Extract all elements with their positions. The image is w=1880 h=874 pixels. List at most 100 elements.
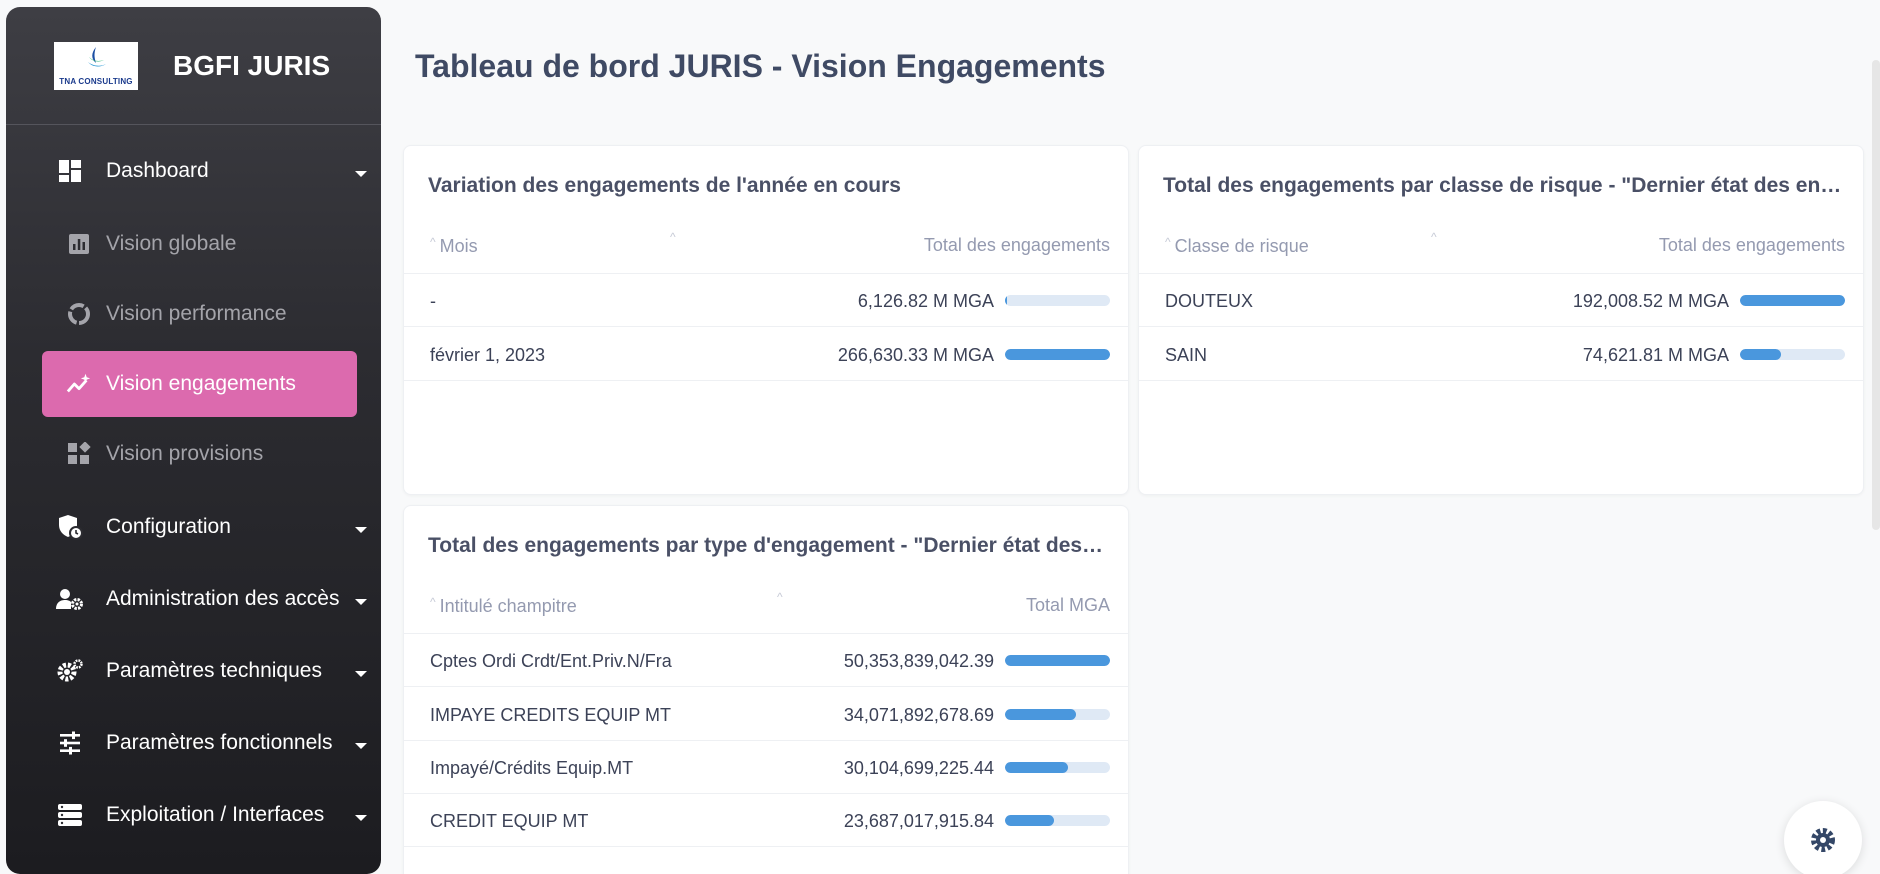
sidebar-item-vision-engagements[interactable]: Vision engagements [42, 351, 357, 417]
progress-fill [1005, 295, 1008, 306]
table-row[interactable]: IMPAYE CREDITS EQUIP MT 34,071,892,678.6… [404, 688, 1128, 741]
row-label: DOUTEUX [1165, 291, 1254, 311]
row-value: 23,687,017,915.84 [843, 811, 994, 831]
progress-bar [1740, 295, 1845, 306]
sort-up-icon[interactable]: ^ [1431, 230, 1437, 244]
chevron-down-icon [355, 527, 367, 533]
card-engagements-type: Total des engagements par type d'engagem… [403, 505, 1129, 874]
sort-up-icon: ^ [430, 234, 436, 249]
column-header-intitule[interactable]: ^ Intitulé champitre [430, 594, 577, 616]
table-row[interactable]: - 6,126.82 M MGA [404, 274, 1128, 327]
row-label: Cptes Ordi Crdt/Ent.Priv.N/Fra [430, 651, 672, 671]
settings-button[interactable] [1784, 801, 1862, 874]
row-value: 34,071,892,678.69 [843, 705, 994, 725]
column-header-classe-risque[interactable]: ^ Classe de risque [1165, 234, 1309, 256]
row-value: 6,126.82 M MGA [857, 291, 994, 311]
card-title[interactable]: Total des engagements par type d'engagem… [428, 534, 1104, 557]
progress-fill [1005, 349, 1110, 360]
sidebar-item-label: Vision engagements [106, 372, 296, 395]
sidebar-item-label: Paramètres fonctionnels [106, 731, 333, 754]
row-label: - [430, 291, 436, 311]
column-header-mois[interactable]: ^ Mois [430, 234, 478, 256]
progress-bar [1005, 762, 1110, 773]
sort-up-icon: ^ [430, 594, 436, 609]
sidebar-item-label: Configuration [106, 515, 231, 538]
sidebar-item-vision-performance[interactable]: Vision performance [42, 281, 357, 347]
table-row[interactable]: SAIN 74,621.81 M MGA [1139, 328, 1863, 381]
table-header: ^ Mois ^ Total des engagements [404, 218, 1128, 274]
sidebar-item-parametres-fonctionnels[interactable]: Paramètres fonctionnels [6, 707, 381, 779]
sidebar-item-administration-acces[interactable]: Administration des accès [6, 563, 381, 635]
progress-bar [1740, 349, 1845, 360]
sidebar-item-vision-provisions[interactable]: Vision provisions [42, 421, 357, 487]
sort-up-icon[interactable]: ^ [777, 590, 783, 604]
sidebar-item-label: Exploitation / Interfaces [106, 803, 325, 826]
trending-sparkle-icon [66, 371, 92, 397]
chevron-down-icon [355, 671, 367, 677]
sidebar-item-configuration[interactable]: Configuration [6, 491, 381, 563]
row-value: 30,104,699,225.44 [843, 758, 994, 778]
card-title[interactable]: Variation des engagements de l'année en … [428, 174, 901, 197]
column-header-total[interactable]: Total MGA [1025, 595, 1110, 615]
progress-bar [1005, 815, 1110, 826]
row-value: 50,353,839,042.39 [843, 651, 994, 671]
sort-up-icon[interactable]: ^ [670, 230, 676, 244]
chevron-down-icon [355, 599, 367, 605]
gear-icon [1811, 828, 1835, 852]
gears-icon [56, 657, 84, 685]
progress-fill [1005, 762, 1068, 773]
progress-bar [1005, 709, 1110, 720]
sidebar-nav: Dashboard Vision globale Vision performa… [6, 125, 381, 851]
sidebar-item-label: Vision performance [106, 302, 287, 325]
card-variation-engagements: Variation des engagements de l'année en … [403, 145, 1129, 495]
logo-text: TNA CONSULTING [59, 76, 133, 86]
table-row[interactable]: CREDIT EQUIP MT 23,687,017,915.84 [404, 794, 1128, 847]
row-label: CREDIT EQUIP MT [430, 811, 589, 831]
chevron-down-icon [355, 743, 367, 749]
progress-fill [1005, 709, 1077, 720]
table-row[interactable]: Cptes Ordi Crdt/Ent.Priv.N/Fra 50,353,83… [404, 634, 1128, 687]
sidebar-item-parametres-techniques[interactable]: Paramètres techniques [6, 635, 381, 707]
app-title: BGFI JURIS [173, 49, 331, 81]
column-header-total[interactable]: Total des engagements [1658, 235, 1845, 255]
card-title[interactable]: Total des engagements par classe de risq… [1163, 174, 1842, 197]
sidebar-item-vision-globale[interactable]: Vision globale [42, 211, 357, 277]
sliders-icon [56, 729, 84, 757]
sort-up-icon: ^ [1165, 234, 1171, 249]
tna-logo[interactable]: TNA CONSULTING [54, 41, 138, 90]
table-header: ^ Intitulé champitre ^ Total MGA [404, 578, 1128, 634]
sidebar: TNA CONSULTING BGFI JURIS Dashboard Visi… [6, 7, 381, 874]
sidebar-item-dashboard[interactable]: Dashboard [6, 135, 381, 207]
sidebar-item-label: Vision globale [106, 232, 237, 255]
widgets-icon [66, 441, 92, 467]
row-label: SAIN [1165, 345, 1208, 365]
row-label: février 1, 2023 [430, 345, 546, 365]
progress-bar [1005, 655, 1110, 666]
donut-chart-icon [66, 301, 92, 327]
chevron-down-icon [355, 171, 367, 177]
scrollbar[interactable] [1872, 60, 1880, 530]
logo-icon [88, 46, 106, 66]
row-value: 192,008.52 M MGA [1572, 291, 1729, 311]
sidebar-item-label: Paramètres techniques [106, 659, 322, 682]
sidebar-item-exploitation-interfaces[interactable]: Exploitation / Interfaces [6, 779, 381, 851]
bar-chart-icon [66, 231, 92, 257]
page-title: Tableau de bord JURIS - Vision Engagemen… [415, 48, 1106, 84]
table-row[interactable]: février 1, 2023 266,630.33 M MGA [404, 328, 1128, 381]
progress-fill [1740, 295, 1845, 306]
column-header-total[interactable]: Total des engagements [923, 235, 1110, 255]
sidebar-item-label: Administration des accès [106, 587, 340, 610]
brand: TNA CONSULTING BGFI JURIS [6, 7, 381, 125]
table-header: ^ Classe de risque ^ Total des engagement… [1139, 218, 1863, 274]
progress-fill [1005, 815, 1055, 826]
progress-bar [1005, 295, 1110, 306]
chevron-down-icon [355, 815, 367, 821]
card-engagements-classe-risque: Total des engagements par classe de risq… [1138, 145, 1864, 495]
table-row[interactable]: DOUTEUX 192,008.52 M MGA [1139, 274, 1863, 327]
row-value: 266,630.33 M MGA [837, 345, 994, 365]
row-label: IMPAYE CREDITS EQUIP MT [430, 705, 672, 725]
sidebar-item-label: Dashboard [106, 159, 209, 182]
progress-fill [1005, 655, 1110, 666]
table-row[interactable]: Impayé/Crédits Equip.MT 30,104,699,225.4… [404, 741, 1128, 794]
progress-fill [1740, 349, 1781, 360]
